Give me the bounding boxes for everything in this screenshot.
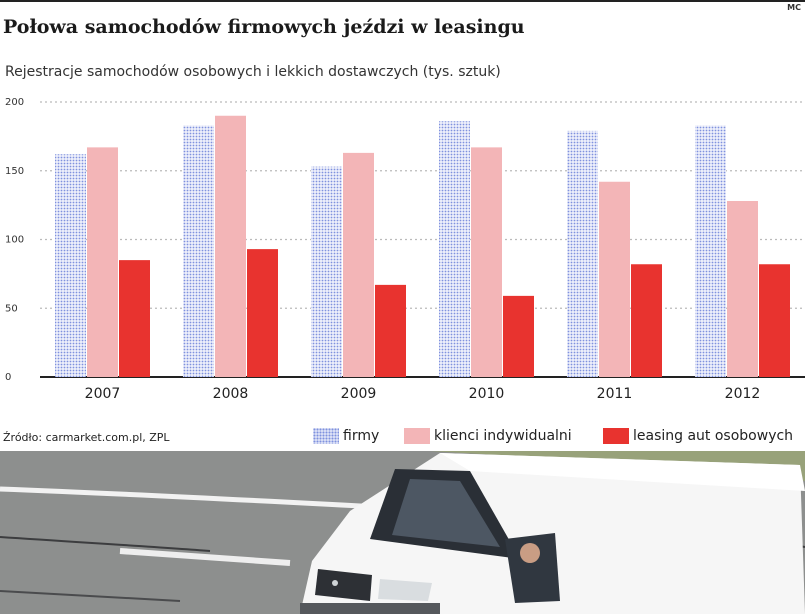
bar-klienci-2008	[215, 115, 246, 377]
source-note: Źródło: carmarket.com.pl, ZPL	[3, 431, 170, 444]
top-rule	[0, 0, 805, 2]
chart-title: Połowa samochodów firmowych jeździ w lea…	[3, 16, 525, 38]
bar-klienci-2012	[727, 201, 758, 377]
x-tick-label: 2010	[469, 386, 505, 402]
legend-label-klienci: klienci indywidualni	[434, 428, 572, 444]
bar-firmy-2007	[55, 154, 86, 377]
legend-swatch-firmy	[313, 428, 339, 444]
y-tick-label: 100	[5, 235, 24, 246]
corner-mark: MC	[787, 3, 801, 12]
y-tick-label: 50	[5, 303, 18, 314]
bar-klienci-2007	[87, 147, 118, 377]
legend-label-leasing: leasing aut osobowych	[633, 428, 794, 444]
bar-klienci-2009	[343, 152, 374, 377]
bar-chart: 0 50 100 150 200 2007 2008 2009 2010 2011 2012	[5, 97, 805, 402]
bar-leasing-2007	[119, 260, 150, 377]
bar-firmy-2011	[567, 130, 598, 377]
bar-firmy-2012	[695, 125, 726, 377]
bar-firmy-2008	[183, 125, 214, 377]
bar-leasing-2012	[759, 264, 790, 377]
legend-label-firmy: firmy	[343, 428, 380, 444]
x-tick-label: 2012	[725, 386, 761, 402]
y-tick-label: 150	[5, 166, 24, 177]
van-photo	[0, 451, 805, 614]
bar-klienci-2011	[599, 181, 630, 377]
bar-leasing-2011	[631, 264, 662, 377]
bar-firmy-2010	[439, 121, 470, 377]
legend-item-leasing: leasing aut osobowych	[603, 427, 793, 445]
x-tick-label: 2011	[597, 386, 633, 402]
chart-subtitle: Rejestracje samochodów osobowych i lekki…	[5, 64, 501, 80]
bar-leasing-2009	[375, 284, 406, 377]
bar-leasing-2008	[247, 249, 278, 377]
bar-firmy-2009	[311, 166, 342, 377]
y-tick-label: 200	[5, 97, 24, 108]
x-tick-label: 2007	[85, 386, 121, 402]
legend-item-firmy: firmy	[313, 427, 379, 445]
x-tick-label: 2009	[341, 386, 377, 402]
legend-item-klienci: klienci indywidualni	[404, 427, 572, 445]
legend-swatch-leasing	[603, 428, 629, 444]
bar-leasing-2010	[503, 295, 534, 377]
x-tick-label: 2008	[213, 386, 249, 402]
bar-klienci-2010	[471, 147, 502, 377]
y-tick-label: 0	[5, 372, 11, 383]
legend-swatch-klienci	[404, 428, 430, 444]
